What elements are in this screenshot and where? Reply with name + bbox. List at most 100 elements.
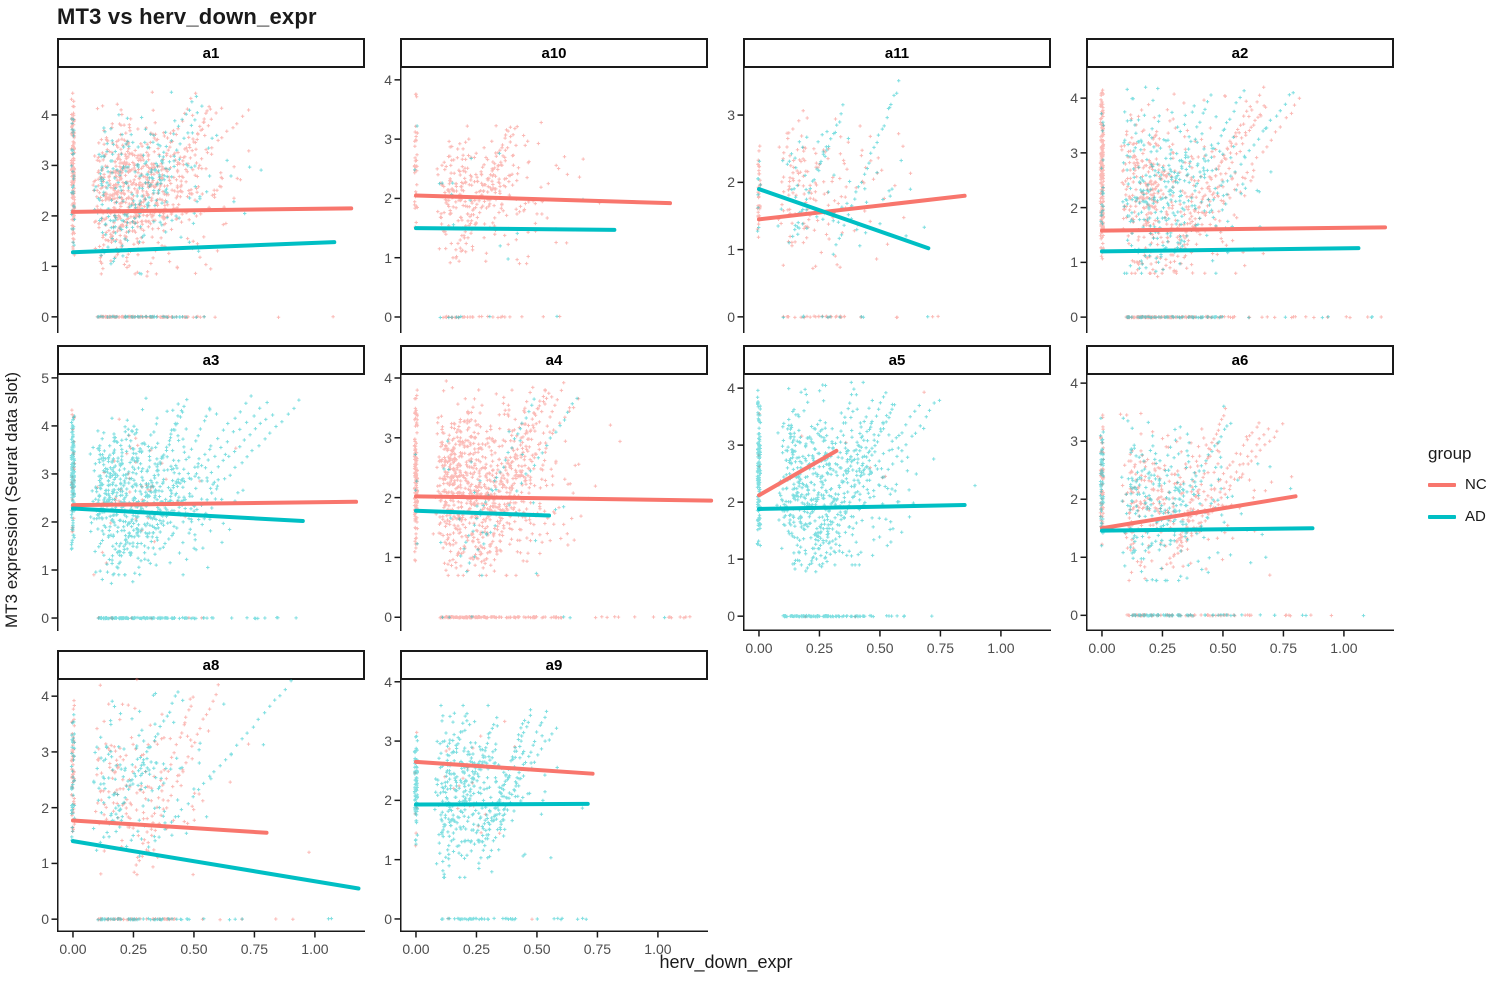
nc-line-swatch <box>1428 482 1456 487</box>
y-tick-label: 2 <box>384 190 392 207</box>
ad-trend-line <box>70 240 337 255</box>
ad-points <box>412 703 588 922</box>
y-tick-label: 4 <box>727 380 735 397</box>
ad-trend-line <box>756 187 931 251</box>
x-tick-label: 0.00 <box>745 640 773 656</box>
y-tick-label: 3 <box>41 157 49 174</box>
scatter-plot-a5 <box>737 375 1051 637</box>
y-tick-label: 1 <box>727 241 735 258</box>
facet-strip-a2: a2 <box>1086 38 1394 68</box>
y-tick-label: 3 <box>384 429 392 446</box>
nc-points <box>1098 406 1334 618</box>
facet-strip-a8: a8 <box>57 650 365 680</box>
facet-label: a10 <box>541 44 567 62</box>
nc-points <box>412 379 692 620</box>
facet-label: a9 <box>545 656 563 674</box>
facet-strip-a3: a3 <box>57 345 365 375</box>
x-tick-label: 0.50 <box>866 640 894 656</box>
ad-points <box>1099 85 1374 320</box>
facet-panel-a2: a2 0 1 2 3 4 <box>1070 38 1394 333</box>
y-tick-label: 1 <box>1070 254 1078 271</box>
y-tick-label: 0 <box>41 308 49 325</box>
y-tick-label: 1 <box>384 851 392 868</box>
facet-label: a5 <box>888 351 906 369</box>
y-tick-label: 3 <box>727 107 735 124</box>
y-tick-label: 4 <box>1070 375 1078 392</box>
x-tick-label: 0.75 <box>583 941 612 957</box>
facet-label: a1 <box>202 44 220 62</box>
nc-trend-line <box>70 499 359 508</box>
ad-points <box>69 394 301 621</box>
legend-title: group <box>1428 444 1472 463</box>
legend-label-nc: NC <box>1465 476 1487 493</box>
y-tick-label: 0 <box>727 308 735 325</box>
facet-label: a8 <box>202 656 220 674</box>
y-tick-label: 4 <box>384 673 392 690</box>
x-tick-label: 0.00 <box>1088 640 1116 656</box>
x-tick-label: 0.00 <box>402 941 430 957</box>
y-tick-label: 3 <box>41 465 49 482</box>
y-tick-label: 2 <box>41 513 49 530</box>
plot-area-a1: 0 1 2 3 4 <box>41 68 365 333</box>
y-tick-label: 0 <box>384 308 392 325</box>
x-tick-label: 0.25 <box>1148 640 1177 656</box>
ad-points <box>69 90 263 319</box>
x-tick-label: 0.50 <box>1209 640 1237 656</box>
y-tick-label: 1 <box>1070 549 1078 566</box>
facet-panel-a6: a6 0 1 2 3 4 0.00 0.25 0.50 0.75 1.00 <box>1070 345 1394 656</box>
nc-points <box>412 92 602 320</box>
facet-panel-a9: a9 0 1 2 3 4 0.00 0.25 0.50 0.75 1.00 <box>384 650 708 957</box>
legend-item-nc: NC <box>1428 476 1487 493</box>
plot-area-a11: 0 1 2 3 <box>727 68 1051 333</box>
plot-area-a5: 0 1 2 3 4 0.00 0.25 0.50 0.75 1.00 <box>727 375 1051 656</box>
facet-panel-a1: a1 0 1 2 3 4 <box>41 38 365 333</box>
x-tick-label: 0.75 <box>1269 640 1298 656</box>
nc-points <box>1098 85 1383 320</box>
nc-trend-line <box>413 759 595 776</box>
ad-line-swatch <box>1428 514 1456 519</box>
nc-trend-line <box>1099 494 1298 531</box>
facet-strip-a9: a9 <box>400 650 708 680</box>
ad-points <box>755 380 977 619</box>
legend-label-ad: AD <box>1465 508 1486 525</box>
ad-trend-line <box>70 839 361 891</box>
nc-trend-line <box>756 448 839 498</box>
ad-points <box>1098 404 1366 618</box>
nc-trend-line <box>70 206 354 214</box>
scatter-plot-a10 <box>394 68 673 333</box>
y-tick-label: 3 <box>1070 433 1078 450</box>
y-tick-label: 2 <box>384 489 392 506</box>
y-tick-label: 2 <box>1070 491 1078 508</box>
nc-points <box>755 109 940 320</box>
plot-area-a4: 0 1 2 3 4 <box>384 370 714 631</box>
y-tick-label: 2 <box>727 174 735 191</box>
y-tick-label: 0 <box>41 911 49 928</box>
ad-points <box>413 124 585 320</box>
scatter-plot-a1 <box>51 68 354 333</box>
y-tick-label: 4 <box>41 417 49 434</box>
facet-label: a4 <box>545 351 563 369</box>
scatter-plot-a4 <box>394 375 714 631</box>
scatter-plot-a9 <box>394 680 708 938</box>
x-tick-label: 0.75 <box>240 941 269 957</box>
ad-points <box>413 396 667 620</box>
facet-label: a6 <box>1231 351 1249 369</box>
nc-trend-line <box>756 193 967 222</box>
y-tick-label: 1 <box>384 249 392 266</box>
y-tick-label: 1 <box>384 549 392 566</box>
y-tick-label: 4 <box>384 71 392 88</box>
facet-label: a11 <box>884 44 910 62</box>
x-tick-label: 0.25 <box>119 941 148 957</box>
plot-area-a8: 0 1 2 3 4 0.00 0.25 0.50 0.75 1.00 <box>41 677 365 957</box>
scatter-plot-a3 <box>51 375 359 631</box>
y-tick-label: 4 <box>384 370 392 386</box>
x-tick-label: 1.00 <box>644 941 672 957</box>
y-tick-label: 0 <box>41 610 49 627</box>
y-tick-label: 3 <box>384 131 392 148</box>
plot-area-a10: 0 1 2 3 4 <box>384 68 708 333</box>
y-tick-label: 2 <box>41 799 49 816</box>
facet-panel-a11: a11 0 1 2 3 <box>727 38 1051 333</box>
facet-panel-a4: a4 0 1 2 3 4 <box>384 345 714 631</box>
y-tick-label: 3 <box>1070 144 1078 161</box>
chart-title: MT3 vs herv_down_expr <box>57 4 317 29</box>
